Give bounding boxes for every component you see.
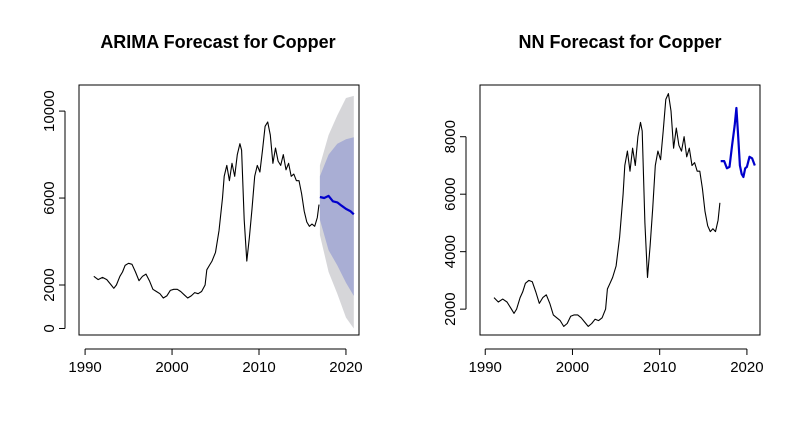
arima-y-tick-label-2000: 2000 (41, 268, 58, 301)
arima-x-tick-label-2000: 2000 (155, 359, 188, 376)
arima-y-tick-label-6000: 6000 (41, 181, 58, 214)
arima-chart-title: ARIMA Forecast for Copper (100, 32, 335, 52)
nn-chart-title: NN Forecast for Copper (518, 32, 721, 52)
arima-x-tick-label-1990: 1990 (68, 359, 101, 376)
nn-x-tick-label-1990: 1990 (469, 359, 502, 376)
arima-y-tick-label-10000: 10000 (41, 90, 58, 132)
arima-panel: ARIMA Forecast for Copper 1990 2000 2010 20… (41, 32, 363, 376)
nn-x-tick-label-2000: 2000 (556, 359, 589, 376)
nn-forecast-line (720, 106, 756, 179)
nn-y-tick-label-4000: 4000 (442, 235, 459, 268)
nn-x-tick-label-2010: 2010 (643, 359, 676, 376)
nn-history-line (493, 93, 721, 327)
nn-y-tick-label-8000: 8000 (442, 120, 459, 153)
nn-y-tick-label-2000: 2000 (442, 292, 459, 325)
arima-plot-frame (78, 84, 360, 336)
nn-plot-frame (479, 84, 761, 336)
arima-band-80 (319, 137, 354, 296)
nn-y-tick-label-6000: 6000 (442, 178, 459, 211)
arima-x-tick-label-2010: 2010 (242, 359, 275, 376)
arima-x-tick-label-2020: 2020 (329, 359, 362, 376)
arima-history-line (93, 121, 320, 299)
arima-forecast-line (319, 194, 355, 216)
nn-panel: NN Forecast for Copper 1990 2000 2010 2020 2… (442, 32, 764, 376)
nn-x-tick-label-2020: 2020 (730, 359, 763, 376)
arima-y-tick-label-0: 0 (41, 324, 58, 332)
